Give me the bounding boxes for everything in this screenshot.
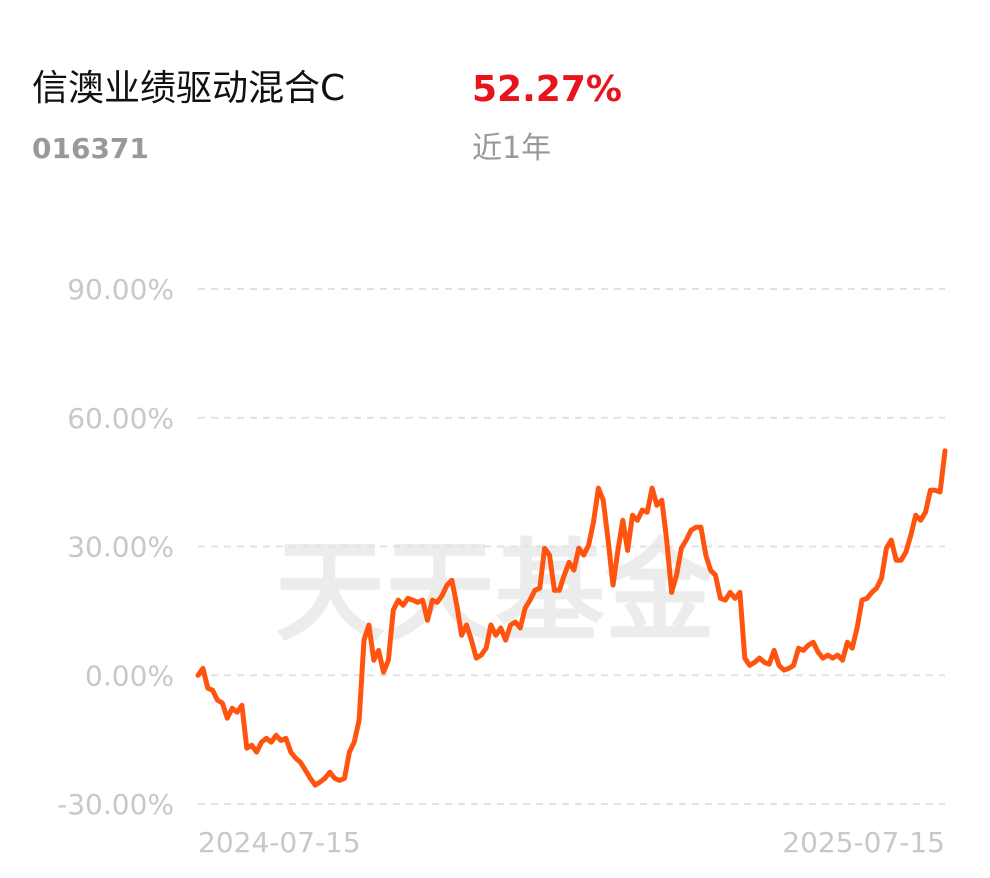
y-tick-label: 30.00% (67, 531, 174, 564)
x-tick-label: 2025-07-15 (782, 826, 945, 859)
fund-code: 016371 (32, 132, 149, 165)
fund-name: 信澳业绩驱动混合C (32, 68, 345, 109)
return: 52.27% (472, 69, 622, 110)
x-tick-label: 2024-07-15 (198, 826, 361, 859)
y-tick-label: 90.00% (67, 273, 174, 306)
y-tick-label: -30.00% (57, 788, 174, 821)
y-tick-label: 0.00% (85, 659, 174, 692)
period: 近1年 (472, 131, 551, 166)
line (195, 448, 948, 788)
y-tick-label: 60.00% (67, 402, 174, 435)
